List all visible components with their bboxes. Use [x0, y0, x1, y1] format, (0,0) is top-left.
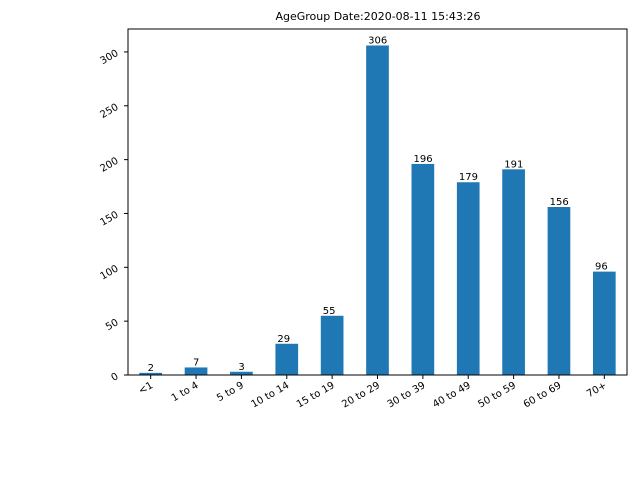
bar-1 [184, 367, 208, 375]
bar-4 [320, 315, 344, 375]
x-tick-label-9: 60 to 69 [522, 380, 564, 410]
chart-title: AgeGroup Date:2020-08-11 15:43:26 [275, 10, 480, 23]
x-tick-label-4: 15 to 19 [295, 380, 337, 410]
bar-8 [502, 169, 525, 375]
x-tick-label-7: 40 to 49 [431, 380, 473, 410]
data-label-6: 196 [414, 154, 433, 165]
data-label-2: 3 [238, 362, 244, 373]
data-label-0: 2 [148, 363, 154, 374]
x-axis: <1 1 to 4 5 to 9 10 to 14 15 to 19 20 to 29 30… [137, 375, 609, 411]
data-label-8: 191 [504, 159, 523, 170]
x-tick-label-1: 1 to 4 [170, 380, 201, 404]
x-tick-label-8: 50 to 59 [476, 380, 518, 410]
data-label-9: 156 [550, 197, 569, 208]
bar-7 [456, 182, 480, 375]
plot-frame [127, 28, 628, 376]
bar-0 [139, 372, 163, 375]
bars-group [139, 45, 616, 375]
y-axis: 0 50 100 150 200 250 300 [98, 48, 128, 384]
y-tick-label-0: 0 [109, 371, 120, 384]
bar-6 [411, 163, 435, 375]
bar-3 [275, 343, 299, 375]
bar-10 [592, 271, 616, 375]
data-label-5: 306 [368, 35, 387, 46]
y-tick-label-5: 250 [98, 102, 120, 121]
x-tick-label-3: 10 to 14 [250, 380, 292, 410]
bar-5 [366, 45, 389, 375]
x-tick-label-0: <1 [137, 380, 155, 397]
y-tick-label-1: 50 [104, 317, 121, 333]
x-tick-label-6: 30 to 39 [386, 380, 428, 410]
x-tick-label-2: 5 to 9 [215, 380, 246, 404]
data-label-10: 96 [595, 262, 608, 273]
x-tick-label-5: 20 to 29 [340, 380, 382, 410]
bar-2 [230, 371, 253, 375]
data-label-4: 55 [323, 306, 336, 317]
y-tick-label-2: 100 [98, 263, 120, 282]
data-label-3: 29 [277, 334, 290, 345]
bar-9 [547, 207, 571, 375]
x-tick-label-10: 70+ [585, 380, 609, 400]
data-labels-group: 2 7 3 29 55 306 196 179 191 156 96 [148, 35, 608, 373]
data-label-7: 179 [459, 172, 478, 183]
y-tick-label-3: 150 [98, 210, 120, 229]
y-tick-label-6: 300 [98, 48, 120, 67]
data-label-1: 7 [193, 357, 199, 368]
y-tick-label-4: 200 [98, 156, 120, 175]
